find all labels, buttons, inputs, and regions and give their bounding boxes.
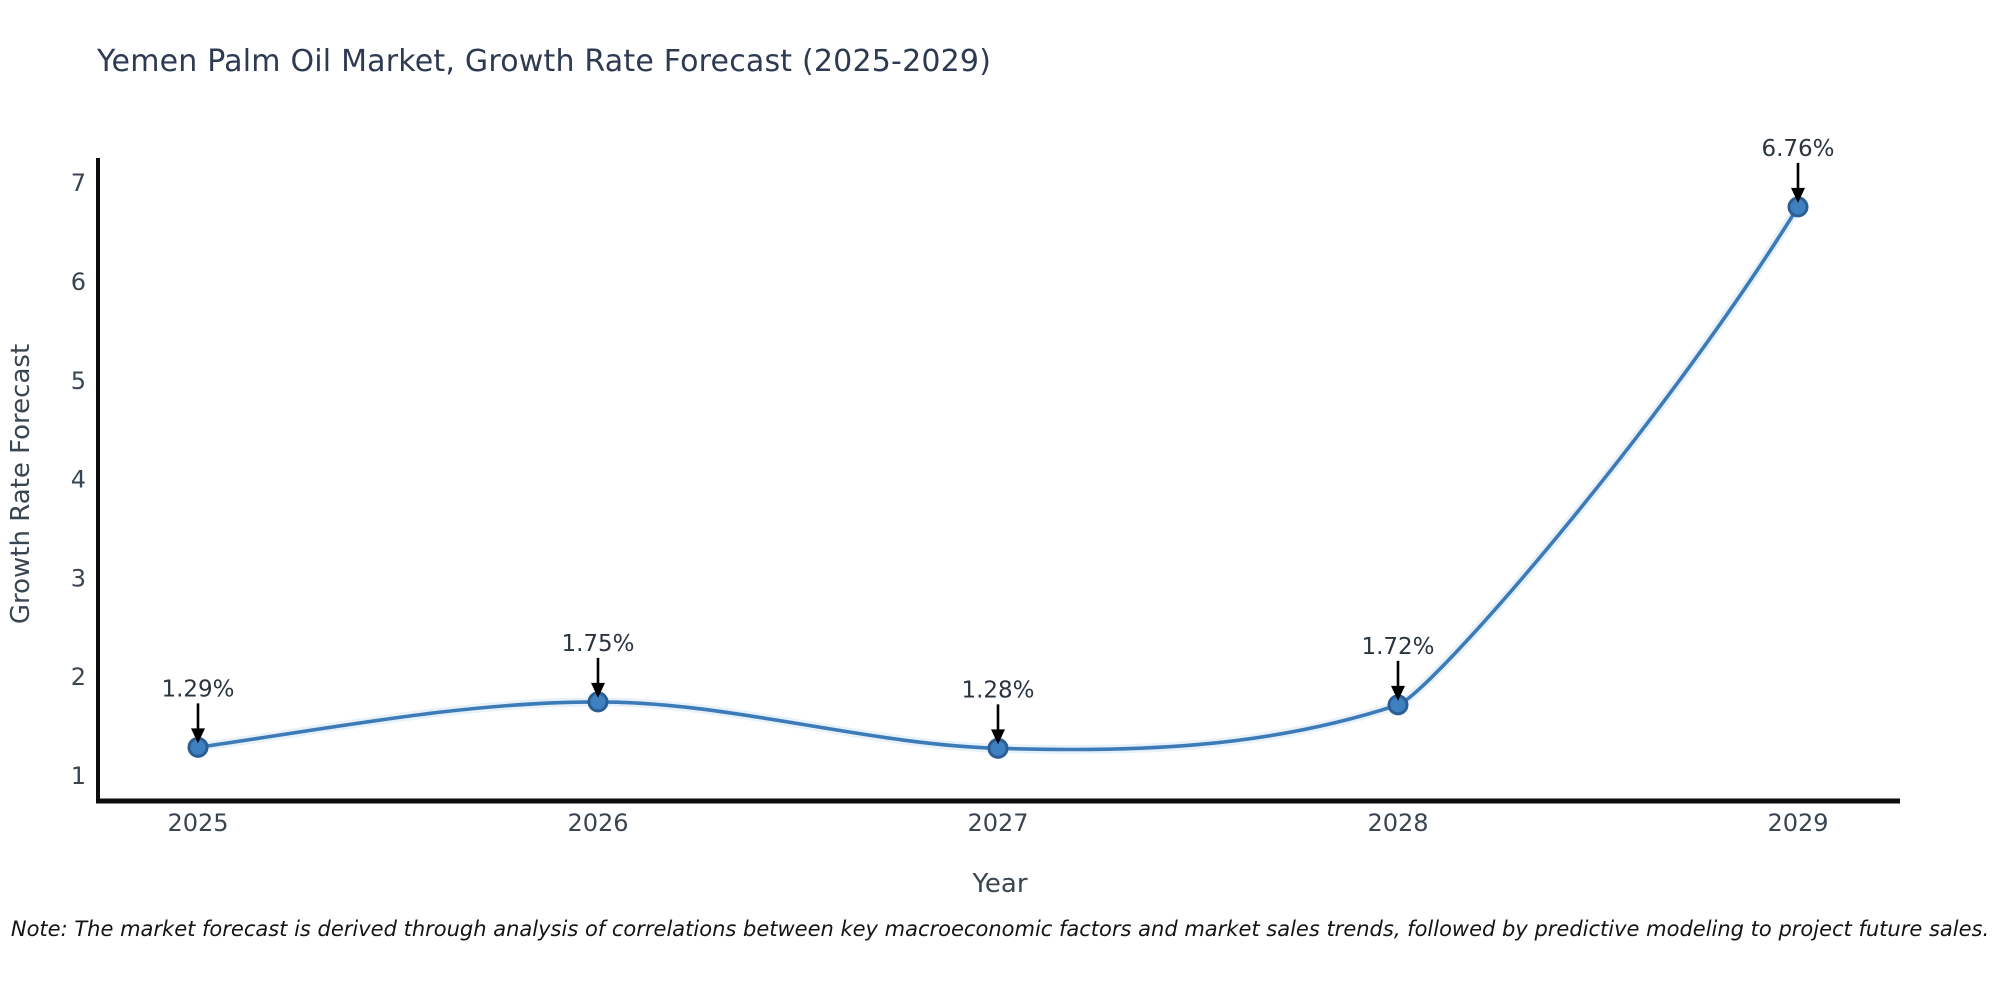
point-annotation-label: 1.29% (161, 676, 234, 702)
annotation-arrowhead (1391, 685, 1405, 701)
point-annotation-label: 6.76% (1761, 136, 1834, 162)
chart-title: Yemen Palm Oil Market, Growth Rate Forec… (97, 44, 992, 79)
annotation-arrowhead (591, 682, 605, 698)
y-tick-label: 3 (71, 564, 86, 592)
footnote: Note: The market forecast is derived thr… (10, 917, 1990, 941)
annotation-arrowhead (191, 728, 205, 744)
annotation-arrowhead (991, 729, 1005, 745)
x-tick-label: 2027 (967, 809, 1028, 837)
y-tick-label: 7 (71, 169, 86, 197)
x-tick-label: 2025 (167, 809, 228, 837)
forecast-line-halo (193, 202, 1803, 755)
y-tick-label: 1 (71, 762, 86, 790)
point-annotation-label: 1.28% (961, 677, 1034, 703)
y-tick-label: 2 (71, 663, 86, 691)
annotation-arrowhead (1791, 187, 1805, 203)
x-tick-label: 2028 (1367, 809, 1428, 837)
y-tick-label: 4 (71, 466, 86, 494)
y-axis-title: Growth Rate Forecast (6, 344, 36, 624)
x-tick-label: 2026 (567, 809, 628, 837)
x-tick-label: 2029 (1767, 809, 1828, 837)
point-annotation-label: 1.72% (1361, 634, 1434, 660)
x-axis-title: Year (971, 869, 1027, 899)
y-tick-label: 6 (71, 268, 86, 296)
y-tick-label: 5 (71, 367, 86, 395)
forecast-line (196, 205, 1800, 752)
point-annotation-label: 1.75% (561, 631, 634, 657)
